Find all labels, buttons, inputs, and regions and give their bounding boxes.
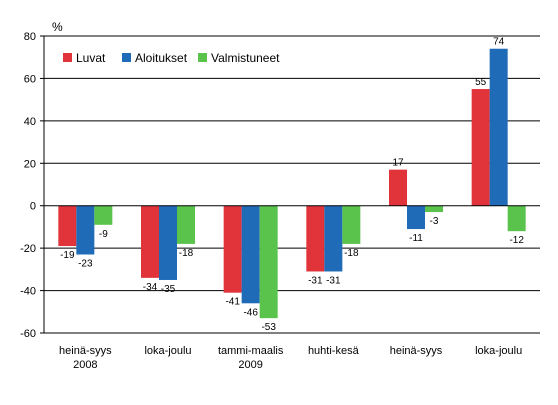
- y-unit-label: %: [52, 20, 63, 34]
- data-label: -18: [179, 248, 194, 259]
- axes: [40, 35, 540, 334]
- bar: [425, 205, 443, 213]
- bar: [223, 205, 242, 293]
- bar: [342, 205, 361, 244]
- bar: [259, 205, 278, 319]
- bar: [489, 48, 508, 206]
- x-category-label: heinä-syys: [390, 345, 443, 357]
- data-label: -31: [326, 275, 341, 286]
- x-category-label: loka-joulu: [144, 345, 191, 357]
- bar: [471, 89, 490, 206]
- legend: Luvat Aloitukset Valmistuneet: [63, 51, 280, 65]
- x-category-label: heinä-syys: [59, 345, 112, 357]
- x-category-label: 2009: [238, 359, 262, 371]
- bar: [241, 205, 260, 304]
- y-tick-label: -60: [20, 328, 36, 340]
- data-label: 74: [493, 37, 505, 48]
- data-label: -53: [261, 322, 276, 333]
- y-tick-label: 80: [24, 31, 36, 43]
- x-category-label: huhti-kesä: [308, 345, 360, 357]
- bar: [58, 205, 77, 247]
- data-label: -35: [161, 284, 176, 295]
- data-label: -3: [430, 216, 439, 227]
- data-label: -19: [60, 250, 75, 261]
- y-tick-label: -40: [20, 286, 36, 298]
- y-tick-labels: -60 -40 -20 0 20 40 60 80: [20, 31, 36, 340]
- bar: [141, 205, 159, 278]
- bar: [324, 205, 343, 272]
- y-tick-label: 60: [24, 73, 36, 85]
- data-label: 17: [392, 158, 404, 169]
- bar: [159, 205, 177, 280]
- data-label: -31: [308, 275, 323, 286]
- data-label: -34: [143, 282, 158, 293]
- data-label: -12: [509, 235, 524, 246]
- x-category-label: tammi-maalis: [218, 345, 284, 357]
- data-labels: -19-23 -9 -34 -35 -18 -41-46-53 -31 -31 -18 17 -11…: [60, 37, 524, 333]
- legend-label: Valmistuneet: [211, 51, 280, 65]
- y-tick-label: -20: [20, 243, 36, 255]
- y-tick-label: 20: [24, 158, 36, 170]
- x-category-labels: heinä-syys 2008 loka-joulu tammi-maalis 2009…: [59, 345, 522, 371]
- y-tick-label: 40: [24, 116, 36, 128]
- y-tick-label: 0: [30, 201, 36, 213]
- legend-swatch: [198, 53, 207, 62]
- legend-label: Aloitukset: [135, 51, 188, 65]
- data-label: -23: [78, 259, 93, 270]
- bar: [306, 205, 325, 272]
- legend-label: Luvat: [76, 51, 106, 65]
- gridlines: [44, 35, 540, 292]
- bar: [76, 205, 95, 255]
- bars: [58, 48, 526, 319]
- data-label: -18: [344, 248, 359, 259]
- x-category-label: 2008: [73, 359, 97, 371]
- data-label: -46: [243, 307, 258, 318]
- data-label: -11: [409, 233, 423, 244]
- bar: [407, 205, 425, 230]
- legend-swatch: [122, 53, 131, 62]
- legend-swatch: [63, 53, 72, 62]
- x-category-label: loka-joulu: [475, 345, 522, 357]
- data-label: -9: [99, 229, 108, 240]
- data-label: 55: [475, 77, 487, 88]
- bar: [507, 205, 526, 232]
- bar: [177, 205, 195, 244]
- bar: [389, 169, 407, 206]
- bar: [94, 205, 113, 225]
- data-label: -41: [225, 297, 240, 308]
